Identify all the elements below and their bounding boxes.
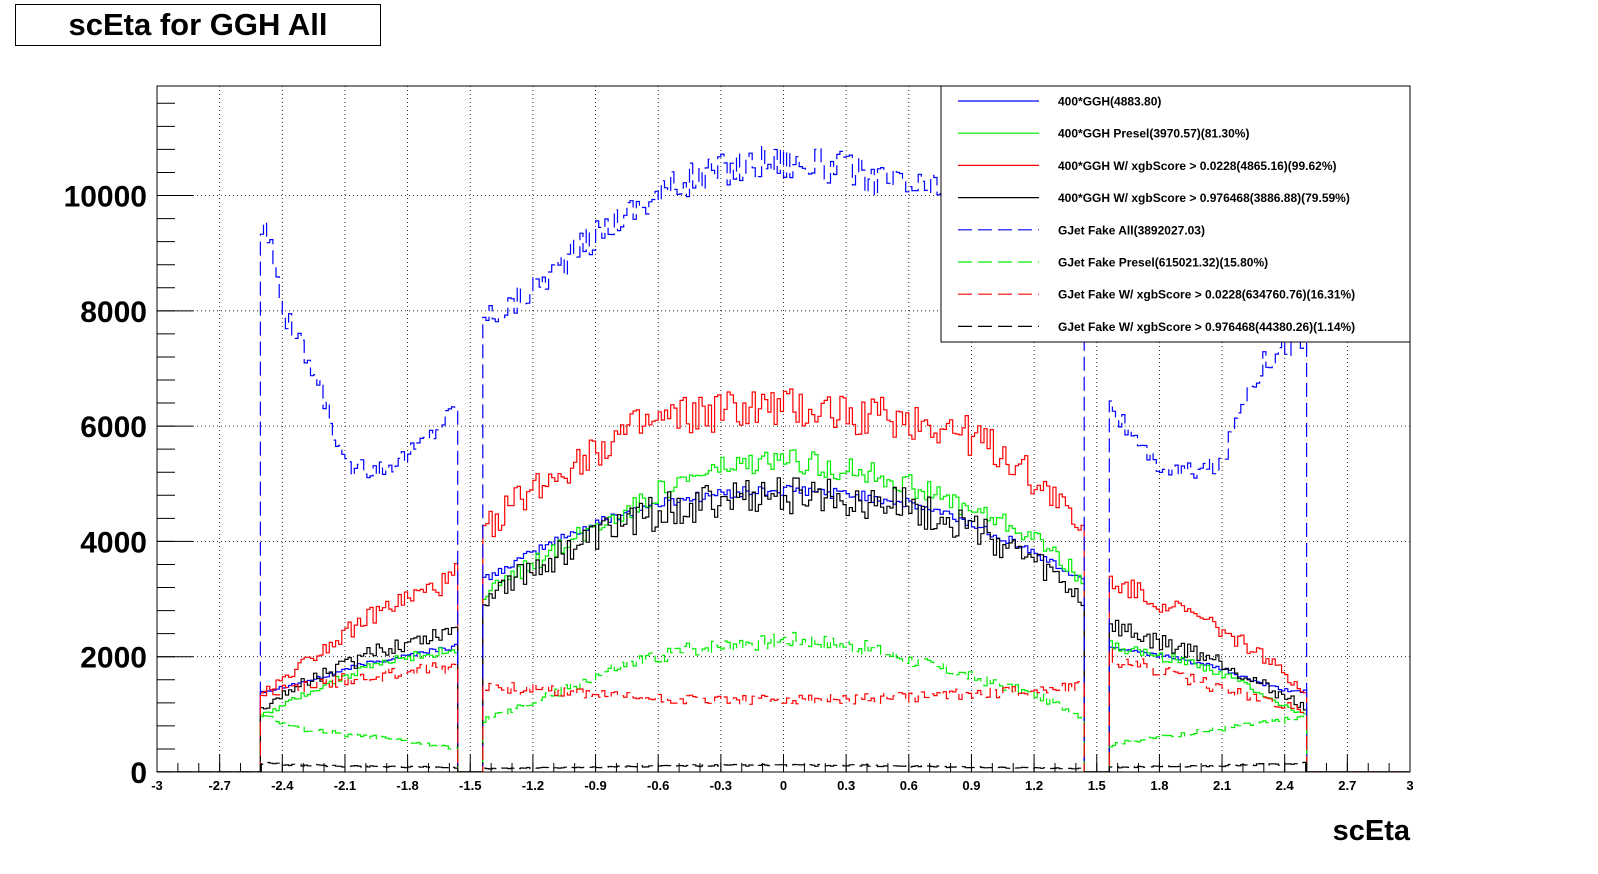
axes: -3 -2.7 -2.4 -2.1 -1.8 -1.5 -1.2 -0.9 -0.6 -0.3 0 0… [64, 102, 1414, 793]
y-tick-label: 2000 [80, 642, 147, 675]
x-tick-label: -3 [151, 778, 163, 793]
legend-box [940, 85, 1411, 343]
y-tick-label: 8000 [80, 296, 147, 329]
legend-entry-label: 400*GGH W/ xgbScore > 0.976468(3886.88)(… [1058, 191, 1350, 205]
y-tick-label: 0 [130, 757, 147, 790]
legend-entry-label: GJet Fake W/ xgbScore > 0.976468(44380.2… [1058, 320, 1355, 334]
x-tick-label: 1.5 [1088, 778, 1106, 793]
x-tick-label: 2.1 [1213, 778, 1231, 793]
chart-title: scEta for GGH All [15, 4, 381, 46]
x-tick-label: 0.9 [962, 778, 980, 793]
legend-entry-label: 400*GGH Presel(3970.57)(81.30%) [1058, 127, 1249, 141]
x-tick-label: 1.2 [1025, 778, 1043, 793]
series-line-7 [157, 648, 1410, 772]
x-tick-label: 2.7 [1338, 778, 1356, 793]
y-tick-label: 4000 [80, 526, 147, 559]
legend: 400*GGH(4883.80) 400*GGH Presel(3970.57)(… [940, 85, 1411, 343]
series-line-5 [157, 146, 1410, 772]
x-tick-label: -2.4 [271, 778, 294, 793]
series-line-4 [157, 477, 1410, 772]
x-tick-label: -2.7 [208, 778, 230, 793]
x-tick-label: -1.8 [396, 778, 418, 793]
x-tick-label: -1.5 [459, 778, 481, 793]
series-line-6 [157, 631, 1410, 772]
legend-entry-label: GJet Fake W/ xgbScore > 0.0228(634760.76… [1058, 288, 1355, 302]
series-group [157, 146, 1410, 772]
x-tick-label: 2.4 [1276, 778, 1295, 793]
series-line-2 [157, 449, 1410, 772]
x-tick-label: 1.8 [1150, 778, 1168, 793]
legend-entry-label: 400*GGH W/ xgbScore > 0.0228(4865.16)(99… [1058, 159, 1336, 173]
legend-entry-label: 400*GGH(4883.80) [1058, 95, 1161, 109]
y-tick-label: 10000 [64, 181, 147, 214]
x-tick-label: 3 [1406, 778, 1413, 793]
x-axis-label: scEta [1333, 815, 1411, 847]
x-tick-label: -0.3 [710, 778, 732, 793]
x-tick-label: -2.1 [334, 778, 356, 793]
y-tick-label: 6000 [80, 411, 147, 444]
x-tick-label: 0.3 [837, 778, 855, 793]
x-tick-label: -0.9 [584, 778, 606, 793]
series-line-8 [157, 761, 1410, 772]
x-tick-label: -0.6 [647, 778, 669, 793]
x-tick-label: 0.6 [900, 778, 918, 793]
x-tick-label: -1.2 [522, 778, 544, 793]
series-line-3 [157, 388, 1410, 772]
x-tick-label: 0 [780, 778, 787, 793]
legend-entry-label: GJet Fake All(3892027.03) [1058, 223, 1205, 237]
legend-entry-label: GJet Fake Presel(615021.32)(15.80%) [1058, 256, 1268, 270]
